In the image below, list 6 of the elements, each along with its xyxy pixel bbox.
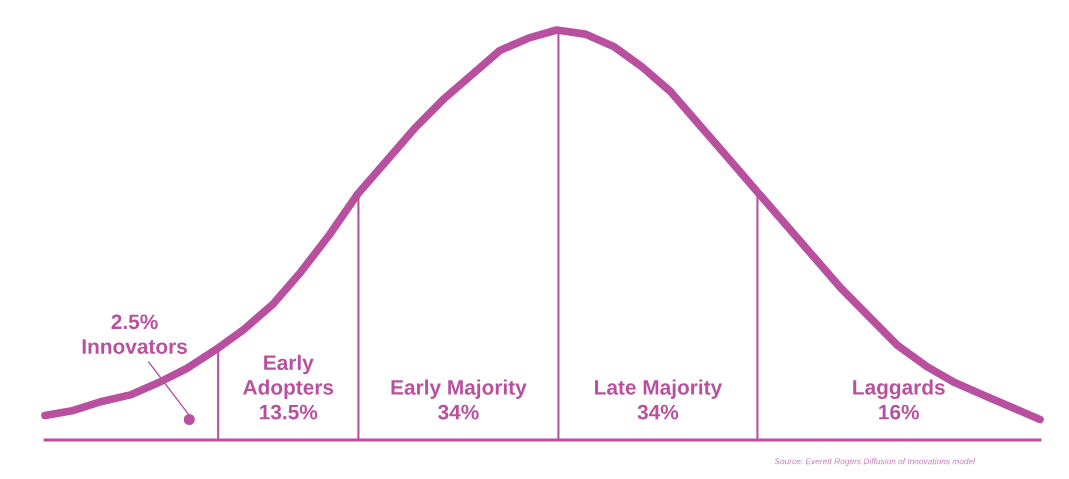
annotation: Laggards 16% <box>853 379 945 420</box>
annotation: 2.5% Innovators <box>82 314 187 354</box>
annotation: Early Majority 34% <box>391 379 527 420</box>
source-note: Source: Everett Rogers Diffusion of Innovations model <box>774 458 976 466</box>
annotation: Early Adopters 13.5% <box>243 354 334 420</box>
annotation: Late Majority 34% <box>595 379 723 420</box>
